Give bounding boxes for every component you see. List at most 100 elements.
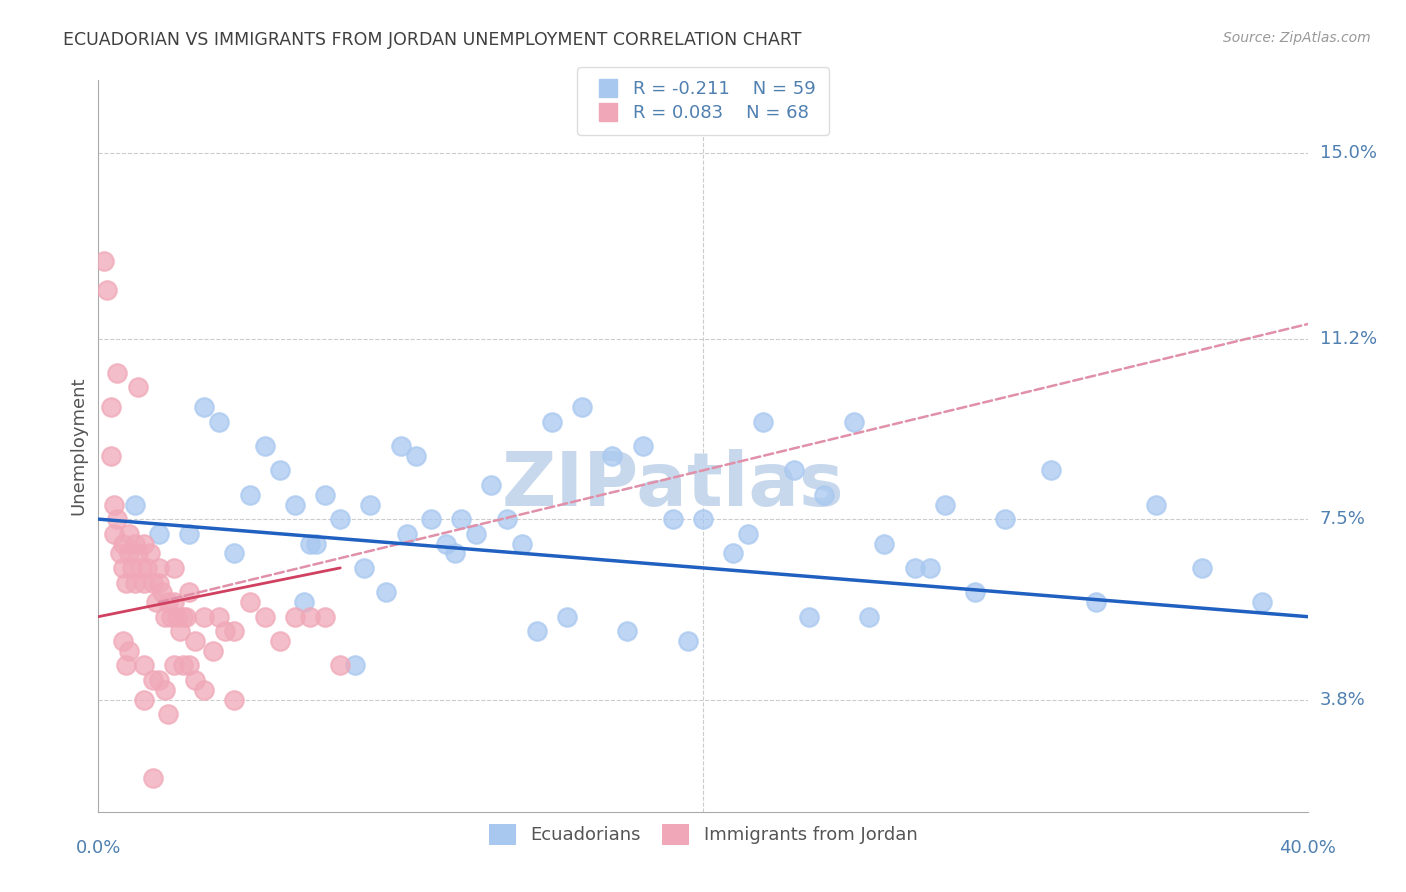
Point xyxy=(174,609,197,624)
Point xyxy=(153,609,176,624)
Point xyxy=(692,512,714,526)
Point xyxy=(994,512,1017,526)
Point xyxy=(858,609,880,624)
Text: ZIPatlas: ZIPatlas xyxy=(502,449,844,522)
Point xyxy=(105,366,128,380)
Point xyxy=(540,415,562,429)
Point xyxy=(239,488,262,502)
Text: 3.8%: 3.8% xyxy=(1320,690,1365,708)
Point xyxy=(121,561,143,575)
Point xyxy=(166,609,188,624)
Point xyxy=(163,658,186,673)
Point xyxy=(602,449,624,463)
Point xyxy=(481,478,503,492)
Point xyxy=(395,526,418,541)
Point xyxy=(934,498,956,512)
Text: 40.0%: 40.0% xyxy=(1279,838,1336,856)
Point xyxy=(96,283,118,297)
Point xyxy=(918,561,941,575)
Point xyxy=(253,609,276,624)
Point xyxy=(676,634,699,648)
Point xyxy=(344,658,367,673)
Point xyxy=(314,488,336,502)
Point xyxy=(145,595,167,609)
Point xyxy=(193,400,215,414)
Point xyxy=(495,512,517,526)
Point xyxy=(179,658,201,673)
Point xyxy=(148,673,170,687)
Point xyxy=(169,624,191,639)
Text: 15.0%: 15.0% xyxy=(1320,145,1376,162)
Point xyxy=(1039,463,1062,477)
Point xyxy=(132,536,155,550)
Point xyxy=(374,585,396,599)
Point xyxy=(103,526,125,541)
Point xyxy=(284,498,307,512)
Point xyxy=(179,526,201,541)
Point xyxy=(108,546,131,560)
Point xyxy=(405,449,427,463)
Point xyxy=(284,609,307,624)
Point xyxy=(100,449,122,463)
Y-axis label: Unemployment: Unemployment xyxy=(69,376,87,516)
Point xyxy=(571,400,593,414)
Point xyxy=(292,595,315,609)
Point xyxy=(111,561,134,575)
Point xyxy=(179,585,201,599)
Point xyxy=(224,546,246,560)
Point xyxy=(142,575,165,590)
Point xyxy=(127,380,149,394)
Point xyxy=(873,536,896,550)
Point xyxy=(616,624,638,639)
Point xyxy=(631,439,654,453)
Point xyxy=(132,658,155,673)
Point xyxy=(127,546,149,560)
Text: 0.0%: 0.0% xyxy=(76,838,121,856)
Point xyxy=(103,498,125,512)
Point xyxy=(1085,595,1108,609)
Point xyxy=(360,498,382,512)
Point xyxy=(420,512,443,526)
Point xyxy=(783,463,806,477)
Point xyxy=(965,585,987,599)
Point xyxy=(314,609,336,624)
Point xyxy=(389,439,412,453)
Point xyxy=(661,512,683,526)
Point xyxy=(253,439,276,453)
Point xyxy=(353,561,375,575)
Point xyxy=(124,575,146,590)
Point xyxy=(434,536,457,550)
Point xyxy=(450,512,472,526)
Point xyxy=(555,609,578,624)
Point xyxy=(172,658,194,673)
Point xyxy=(526,624,548,639)
Point xyxy=(844,415,866,429)
Point xyxy=(132,575,155,590)
Point xyxy=(224,624,246,639)
Point xyxy=(172,609,194,624)
Legend: Ecuadorians, Immigrants from Jordan: Ecuadorians, Immigrants from Jordan xyxy=(479,815,927,854)
Point xyxy=(163,595,186,609)
Point xyxy=(193,682,215,697)
Text: 11.2%: 11.2% xyxy=(1320,330,1376,348)
Point xyxy=(150,585,173,599)
Point xyxy=(239,595,262,609)
Point xyxy=(737,526,759,541)
Point xyxy=(184,634,207,648)
Point xyxy=(111,634,134,648)
Point xyxy=(132,692,155,706)
Point xyxy=(224,692,246,706)
Point xyxy=(118,526,141,541)
Point xyxy=(100,400,122,414)
Point xyxy=(156,595,179,609)
Point xyxy=(193,609,215,624)
Point xyxy=(118,644,141,658)
Point xyxy=(118,546,141,560)
Point xyxy=(184,673,207,687)
Point xyxy=(142,673,165,687)
Point xyxy=(202,644,225,658)
Point xyxy=(148,561,170,575)
Point xyxy=(111,536,134,550)
Point xyxy=(465,526,488,541)
Point xyxy=(114,575,136,590)
